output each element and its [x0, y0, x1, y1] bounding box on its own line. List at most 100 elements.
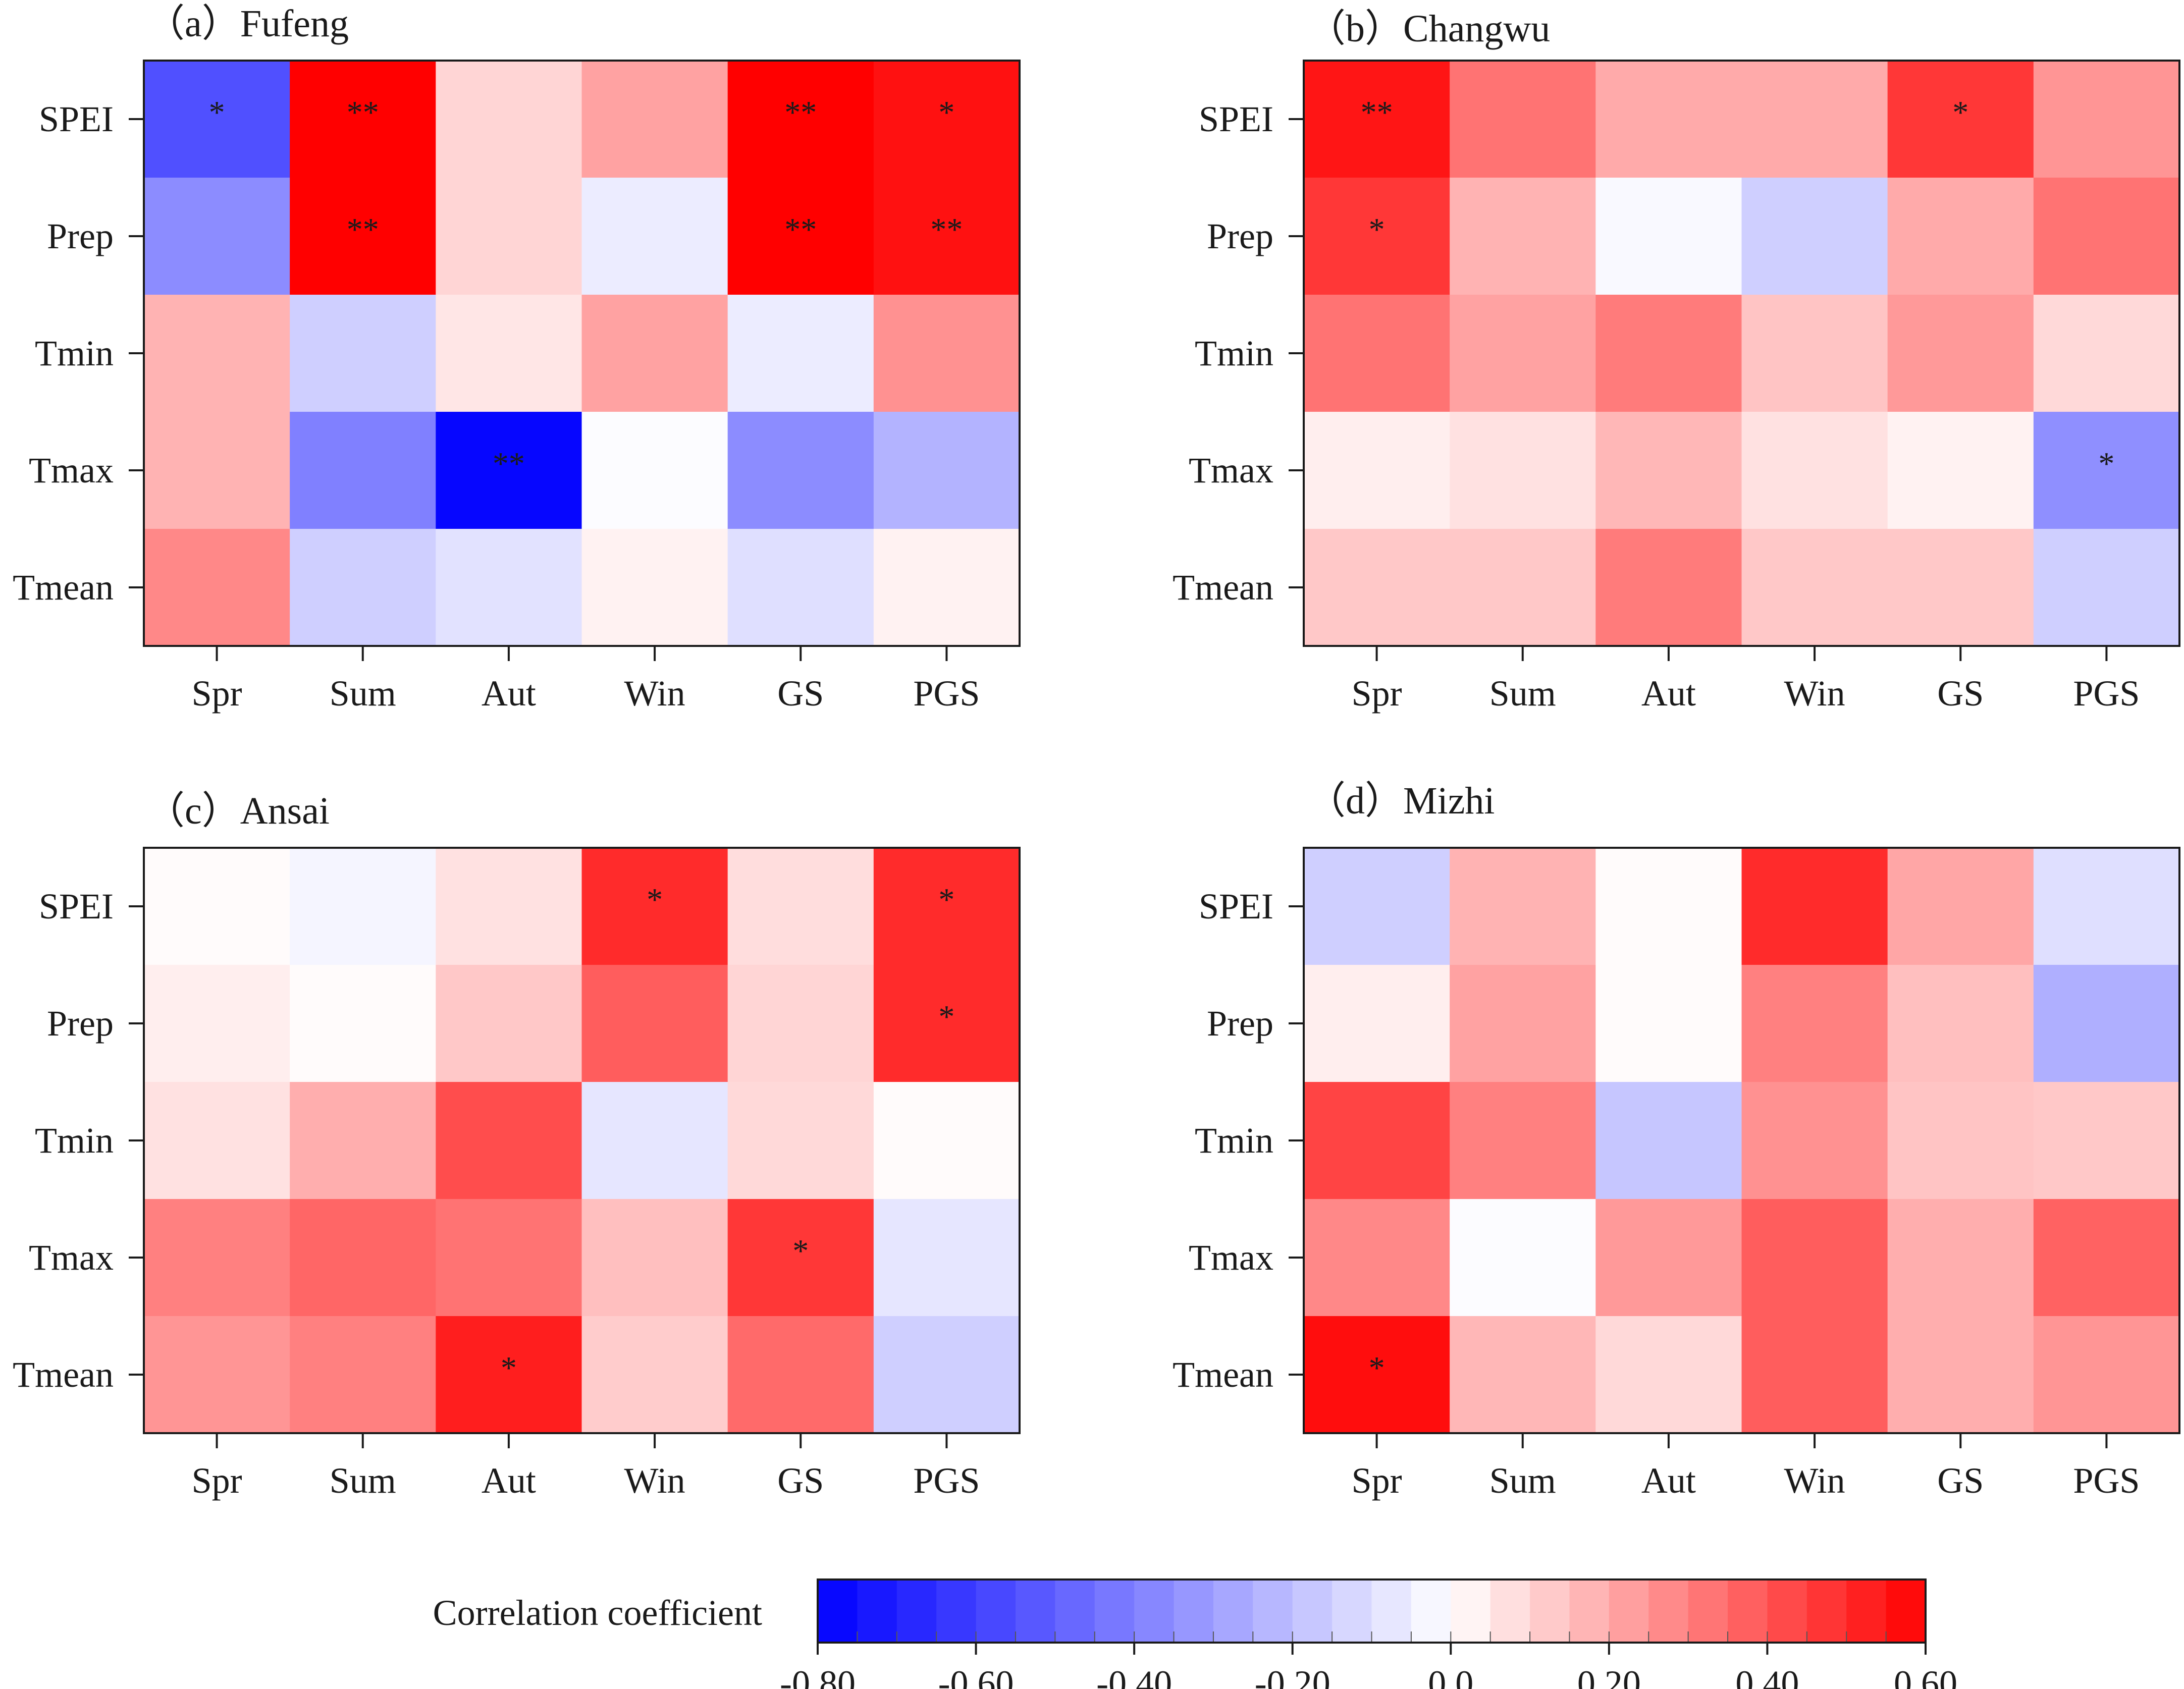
y-tick-label: Prep: [47, 216, 114, 256]
heatmap-cell: [436, 965, 582, 1082]
colorbar-step: [936, 1579, 977, 1643]
heatmap-cell: [2033, 848, 2180, 965]
heatmap-cell: [290, 1316, 436, 1434]
x-tick-label: Spr: [192, 1460, 242, 1501]
heatmap-cell: [581, 965, 728, 1082]
x-tick-label: Win: [624, 1460, 685, 1501]
x-tick-label: PGS: [2073, 673, 2140, 714]
heatmap-cell: [144, 61, 290, 178]
colorbar-step: [1806, 1579, 1847, 1643]
heatmap-cell: [436, 1082, 582, 1200]
colorbar-step: [1648, 1579, 1689, 1643]
significance-marker: **: [493, 446, 525, 481]
heatmap-cell: [2033, 965, 2180, 1082]
y-tick-label: SPEI: [39, 99, 114, 139]
heatmap-cell: [1595, 412, 1742, 529]
heatmap-cell: [581, 412, 728, 529]
heatmap-cell: [1741, 848, 1888, 965]
significance-marker: *: [938, 882, 954, 917]
heatmap-cell: [2033, 295, 2180, 412]
panel-title: （b）Changwu: [1307, 8, 1550, 50]
heatmap-cell: [1741, 1082, 1888, 1200]
panel-title: （a）Fufeng: [146, 3, 349, 45]
heatmap-cell: [727, 529, 874, 646]
heatmap-cell: [727, 178, 874, 295]
heatmap-cell: [1304, 178, 1450, 295]
colorbar-step: [818, 1579, 858, 1643]
significance-marker: *: [501, 1350, 517, 1386]
significance-marker: *: [938, 94, 954, 130]
significance-marker: *: [647, 882, 663, 917]
x-tick-label: Win: [624, 673, 685, 714]
significance-marker: **: [1361, 94, 1393, 130]
heatmap-cell: [1595, 295, 1742, 412]
heatmap-cell: [2033, 1082, 2180, 1200]
x-tick-label: Spr: [1352, 1460, 1402, 1501]
heatmap-cell: [873, 61, 1020, 178]
y-tick-label: Tmax: [1189, 1237, 1273, 1278]
heatmap-cell: [436, 1199, 582, 1317]
heatmap-cell: [1304, 61, 1450, 178]
heatmap-cell: [2033, 178, 2180, 295]
heatmap-cell: [873, 965, 1020, 1082]
colorbar-step: [1174, 1579, 1214, 1643]
significance-marker: *: [938, 999, 954, 1034]
heatmap-cell: [1741, 178, 1888, 295]
colorbar: -0.80 -0.60 -0.40 -0.20 0.0 0.20 0.40 0.60 Corre…: [433, 1578, 1957, 1689]
panel-title: （d）Mizhi: [1307, 780, 1495, 822]
colorbar-frame: [817, 1578, 1927, 1644]
significance-marker: **: [347, 94, 379, 130]
heatmap-cell: [1595, 178, 1742, 295]
heatmap-cell: [1304, 1082, 1450, 1200]
heatmap-cell: [1450, 295, 1596, 412]
colorbar-step: [1530, 1579, 1570, 1643]
heatmap-cell: [1741, 1199, 1888, 1317]
heatmap-cell: [1450, 412, 1596, 529]
significance-marker: *: [2098, 446, 2114, 481]
heatmap-cell: [1595, 1082, 1742, 1200]
heatmap-panel: （d）Mizhi * SPEI Prep Tmin Tmax Tmean Spr Sum Aut W…: [1173, 780, 2180, 1501]
heatmap-cell: [290, 412, 436, 529]
heatmap-cell: [1741, 295, 1888, 412]
heatmap-cell: [1450, 1316, 1596, 1434]
heatmap-cell: [1304, 412, 1450, 529]
heatmap-cell: [290, 1199, 436, 1317]
colorbar-tick-label: -0.20: [1255, 1663, 1330, 1689]
y-tick-label: Tmean: [13, 1354, 114, 1395]
x-tick-label: PGS: [2073, 1460, 2140, 1501]
significance-marker: *: [1369, 1350, 1385, 1386]
x-tick-label: GS: [1937, 673, 1984, 714]
x-tick-label: Aut: [482, 673, 536, 714]
heatmap-cell: [727, 965, 874, 1082]
colorbar-step: [857, 1579, 897, 1643]
heatmap-cell: [2033, 1199, 2180, 1317]
heatmap-cell: [581, 529, 728, 646]
colorbar-step: [1451, 1579, 1491, 1643]
y-tick-label: Tmax: [1189, 450, 1273, 491]
heatmap-cell: [1595, 1199, 1742, 1317]
heatmap-cell: [1741, 61, 1888, 178]
significance-marker: **: [784, 94, 817, 130]
colorbar-step: [1213, 1579, 1253, 1643]
heatmap-cell: [1887, 295, 2034, 412]
colorbar-tick-label: 0.20: [1577, 1663, 1641, 1689]
heatmap-cell: [144, 848, 290, 965]
heatmap-cell: [1304, 295, 1450, 412]
heatmap-cell: [581, 295, 728, 412]
heatmap-cell: [290, 295, 436, 412]
x-tick-label: Win: [1784, 1460, 1845, 1501]
heatmap-cell: [1595, 61, 1742, 178]
heatmap-cell: [144, 295, 290, 412]
heatmap-cell: [144, 412, 290, 529]
colorbar-step: [1015, 1579, 1055, 1643]
y-tick-label: SPEI: [39, 886, 114, 927]
colorbar-step: [1134, 1579, 1175, 1643]
heatmap-cell: [727, 295, 874, 412]
heatmap-cell: [873, 412, 1020, 529]
heatmap-cell: [1741, 529, 1888, 646]
significance-marker: **: [347, 211, 379, 247]
heatmap-cell: [2033, 412, 2180, 529]
y-tick-label: Tmin: [1195, 333, 1273, 373]
heatmap-cell: [436, 1316, 582, 1434]
